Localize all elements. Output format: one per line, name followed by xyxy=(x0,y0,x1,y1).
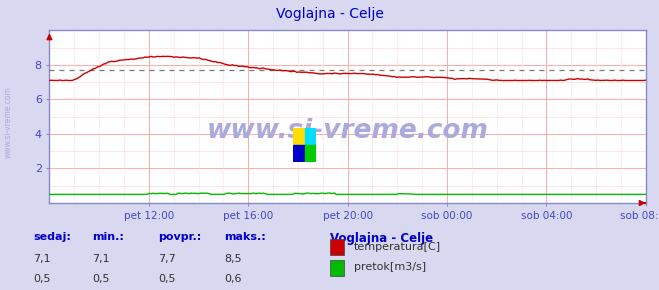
Text: 7,7: 7,7 xyxy=(158,254,176,264)
Text: 0,5: 0,5 xyxy=(158,274,176,284)
Bar xyxy=(304,128,316,145)
Bar xyxy=(293,145,304,162)
Text: 0,5: 0,5 xyxy=(33,274,51,284)
Text: temperatura[C]: temperatura[C] xyxy=(354,242,441,251)
Bar xyxy=(293,128,304,145)
Text: www.si-vreme.com: www.si-vreme.com xyxy=(3,86,13,158)
Text: 8,5: 8,5 xyxy=(224,254,242,264)
Text: 7,1: 7,1 xyxy=(33,254,51,264)
Text: maks.:: maks.: xyxy=(224,232,266,242)
Text: Voglajna - Celje: Voglajna - Celje xyxy=(330,232,432,245)
Text: 0,6: 0,6 xyxy=(224,274,242,284)
Text: povpr.:: povpr.: xyxy=(158,232,202,242)
Text: 0,5: 0,5 xyxy=(92,274,110,284)
Text: www.si-vreme.com: www.si-vreme.com xyxy=(207,117,488,144)
Text: sedaj:: sedaj: xyxy=(33,232,71,242)
Text: 7,1: 7,1 xyxy=(92,254,110,264)
Text: min.:: min.: xyxy=(92,232,124,242)
Bar xyxy=(304,145,316,162)
Text: pretok[m3/s]: pretok[m3/s] xyxy=(354,262,426,272)
Text: Voglajna - Celje: Voglajna - Celje xyxy=(275,7,384,21)
